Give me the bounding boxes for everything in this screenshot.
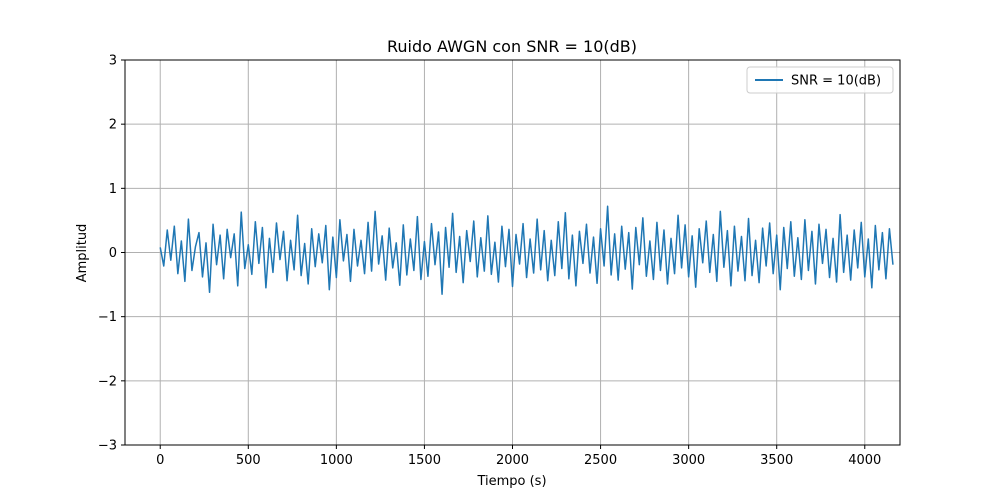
x-axis-label: Tiempo (s) [476,474,546,489]
series-line [159,205,894,295]
chart-title: Ruido AWGN con SNR = 10(dB) [387,37,637,56]
y-tick-label: 2 [109,118,117,133]
series-layer [159,205,894,295]
y-tick-label: 1 [109,182,117,197]
y-tick-label: −1 [98,310,117,325]
x-tick-label: 4000 [848,453,881,468]
legend: SNR = 10(dB) [746,66,894,94]
x-tick-label: 3000 [672,453,705,468]
y-tick-label: −3 [98,439,117,454]
x-tick-label: 2000 [496,453,529,468]
x-tick-label: 0 [156,453,164,468]
x-tick-label: 3500 [760,453,793,468]
y-tick-label: 0 [109,246,117,261]
y-axis-label: Amplitud [75,224,90,283]
x-tick-label: 2500 [584,453,617,468]
ticks: 0 500 1000 1500 2000 2500 3000 3500 4000 −3 −2 −1 0 1… [98,54,881,469]
legend-label: SNR = 10(dB) [791,74,881,89]
x-tick-label: 500 [236,453,261,468]
x-tick-label: 1000 [320,453,353,468]
x-tick-label: 1500 [408,453,441,468]
y-tick-label: 3 [109,54,117,69]
y-tick-label: −2 [98,374,117,389]
legend-frame [746,66,894,94]
